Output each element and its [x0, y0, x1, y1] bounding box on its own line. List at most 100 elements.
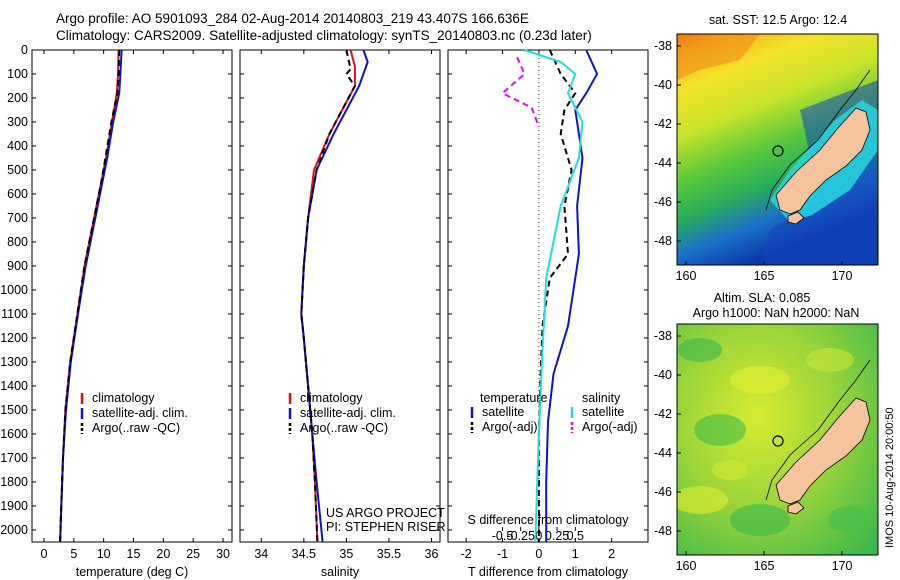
temperature-x-tick-label-4: 20 [156, 547, 170, 561]
sst-land [775, 107, 871, 215]
depth-tick-label-0: 0 [21, 43, 28, 57]
sla-map-title: Altim. SLA: 0.085 [714, 291, 811, 305]
salinity-panel-frame [239, 49, 441, 543]
differences-x-tick-label-1: -1 [497, 547, 508, 561]
s-tick-label-0: -0.5 [492, 529, 514, 543]
temperature-series-1 [59, 49, 123, 543]
legend-header-temperature: temperature [480, 391, 547, 405]
map-lon-label-2: 170 [832, 559, 853, 573]
sla-land [775, 397, 871, 505]
legend-header-salinity: salinity [582, 391, 621, 405]
depth-tick-label-8: 800 [7, 235, 28, 249]
depth-tick-label-10: 1000 [0, 283, 28, 297]
map-lat-label-4: -46 [654, 485, 672, 499]
map-lat-label-5: -48 [654, 234, 672, 248]
map-lat-label-1: -40 [654, 78, 672, 92]
legend-label-2: satellite [582, 405, 624, 419]
map-lon-label-1: 165 [754, 269, 775, 283]
depth-tick-label-13: 1300 [0, 355, 28, 369]
differences-x-tick-label-4: 2 [608, 547, 615, 561]
figure-title-line2: Climatology: CARS2009. Satellite-adjuste… [56, 28, 592, 43]
imos-watermark: IMOS 10-Aug-2014 20:00:50 [884, 407, 896, 548]
map-lat-label-5: -48 [654, 524, 672, 538]
differences-x-tick-label-2: 0 [535, 547, 542, 561]
differences-series-3 [500, 56, 540, 128]
differences-series-0 [545, 49, 599, 542]
depth-tick-label-6: 600 [7, 187, 28, 201]
s-tick-label-1: -0.25 [506, 529, 535, 543]
depth-tick-label-15: 1500 [0, 403, 28, 417]
temperature-x-tick-label-5: 25 [186, 547, 200, 561]
difference-top-x-label: S difference from climatology [468, 513, 630, 527]
map-lat-label-3: -44 [654, 446, 672, 460]
sla-argo-location [772, 435, 784, 447]
sst-map-title: sat. SST: 12.5 Argo: 12.4 [709, 13, 847, 27]
s-tick-label-4: 0.5 [567, 529, 584, 543]
depth-tick-label-16: 1600 [0, 427, 28, 441]
salinity-series-2 [300, 49, 357, 543]
differences-x-tick-label-0: -2 [461, 547, 472, 561]
differences-x-tick-label-3: 1 [572, 547, 579, 561]
sst-contour [765, 69, 871, 211]
sla-contour [765, 359, 871, 501]
sla-patches [677, 338, 872, 536]
map-lon-label-0: 160 [676, 559, 697, 573]
temperature-x-tick-label-6: 30 [216, 547, 230, 561]
legend-label-0: climatology [300, 391, 363, 405]
salinity-series-0 [300, 49, 356, 543]
map-lon-label-0: 160 [676, 269, 697, 283]
legend-label-1: satellite-adj. clim. [300, 406, 396, 420]
depth-tick-label-14: 1400 [0, 379, 28, 393]
sst-warm-band [677, 34, 760, 80]
sla-map-frame [676, 323, 879, 556]
temperature-panel-frame [31, 49, 233, 543]
difference-panel-frame [447, 49, 649, 543]
depth-tick-label-9: 900 [7, 259, 28, 273]
sst-map-ticks: -38 -40 -42 -44 -46 -48 160 165 170 [654, 39, 853, 283]
salinity-x-tick-label-3: 35.5 [377, 547, 401, 561]
sst-argo-location [772, 145, 784, 157]
project-annotation: US ARGO PROJECT [326, 506, 445, 520]
salinity-x-tick-label-4: 36 [425, 547, 439, 561]
temperature-series-0 [59, 49, 120, 543]
depth-tick-label-17: 1700 [0, 451, 28, 465]
map-lat-label-0: -38 [654, 39, 672, 53]
depth-tick-label-4: 400 [7, 139, 28, 153]
s-tick-label-3: 0.25 [545, 529, 569, 543]
salinity-x-tick-label-1: 34.5 [292, 547, 316, 561]
depth-tick-label-12: 1200 [0, 331, 28, 345]
depth-tick-label-5: 500 [7, 163, 28, 177]
depth-tick-label-18: 1800 [0, 475, 28, 489]
sla-island [787, 501, 805, 515]
depth-tick-label-11: 1100 [1, 307, 28, 321]
salinity-x-tick-label-2: 35 [339, 547, 353, 561]
temperature-x-tick-label-1: 5 [70, 547, 77, 561]
depth-tick-label-2: 200 [7, 91, 28, 105]
legend-label-2: Argo(..raw -QC) [300, 421, 388, 435]
legend-label-0: satellite [482, 405, 524, 419]
axis-tick-marks [32, 49, 648, 531]
map-lat-label-2: -42 [654, 117, 672, 131]
temperature-x-tick-label-3: 15 [127, 547, 141, 561]
map-lon-label-2: 170 [832, 269, 853, 283]
salinity-x-label: salinity [321, 565, 360, 579]
legend-label-2: Argo(..raw -QC) [92, 421, 180, 435]
depth-axis-tick-labels: 0 100 200 300 400 500 600 700 800 900 1000 1100 1200… [0, 43, 28, 537]
temperature-x-tick-label-2: 10 [97, 547, 111, 561]
figure-title-line1: Argo profile: AO 5901093_284 02-Aug-2014… [56, 11, 529, 26]
legend-label-0: climatology [92, 391, 155, 405]
depth-tick-label-7: 700 [7, 211, 28, 225]
salinity-panel: 34 34.5 35 35.5 36 climatologysatellite-adj. … [254, 49, 439, 561]
temperature-x-label: temperature (deg C) [76, 565, 189, 579]
map-lat-label-2: -42 [654, 407, 672, 421]
sst-map [677, 34, 878, 265]
legend-label-1: satellite-adj. clim. [92, 406, 188, 420]
map-lat-label-0: -38 [654, 329, 672, 343]
pi-annotation: PI: STEPHEN RISER [326, 520, 445, 534]
legend-label-3: Argo(-adj) [582, 420, 638, 434]
legend-label-1: Argo(-adj) [482, 420, 538, 434]
depth-tick-label-19: 1900 [0, 499, 28, 513]
difference-x-label: T difference from climatology [468, 565, 629, 579]
